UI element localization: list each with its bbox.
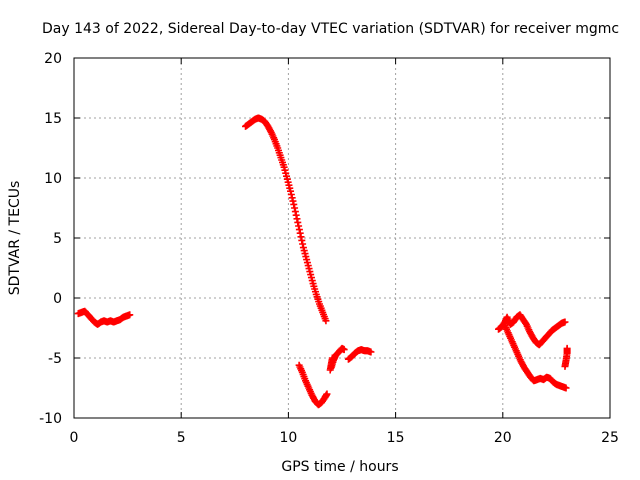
y-tick-label: 15 [44,111,62,127]
x-tick-label: 10 [279,430,297,446]
chart-title: Day 143 of 2022, Sidereal Day-to-day VTE… [42,21,619,37]
series-arc-5 [344,346,375,363]
data-point [367,348,375,356]
data-point [126,311,134,319]
y-tick-label: 5 [53,231,62,247]
data-point [295,222,303,230]
data-point [289,197,297,205]
x-tick-label: 20 [494,430,512,446]
x-tick-label: 25 [601,430,619,446]
data-point [287,191,295,198]
y-tick-label: 10 [44,171,62,187]
y-tick-label: -5 [48,351,62,367]
series-arc-2 [242,114,330,325]
data-point [291,204,299,212]
data-point [294,218,302,226]
data-point [298,236,306,244]
data-point [295,226,303,234]
plot-frame [73,57,611,419]
data-point [323,390,331,398]
series-arc-7 [501,322,570,392]
series-arc-6 [495,311,569,349]
y-tick-label: 0 [53,291,62,307]
data-point [291,208,299,216]
data-point [287,187,295,195]
x-tick-labels: 0 5 10 15 20 25 [70,430,619,446]
y-axis-label: SDTVAR / TECUs [7,181,23,296]
series-arc-3 [295,361,331,409]
data-point [293,215,301,223]
y-tick-label: -10 [39,411,62,427]
x-tick-label: 0 [70,430,79,446]
data-points [74,114,571,409]
grid [74,58,610,418]
data-point [297,233,305,241]
data-point [562,384,570,392]
y-tick-label: 20 [44,51,62,67]
data-point [561,318,569,326]
data-point [292,211,300,219]
data-point [328,354,336,362]
y-tick-labels: -10 -5 0 5 10 15 20 [39,51,62,427]
x-axis-label: GPS time / hours [281,459,398,475]
data-point [563,344,571,352]
data-point [290,200,298,208]
series-arc-1 [74,307,134,328]
x-tick-label: 5 [177,430,186,446]
x-tick-label: 15 [387,430,405,446]
data-point [296,229,304,237]
data-point [299,240,307,248]
data-point [288,194,296,202]
data-point [322,317,330,325]
data-point [340,346,348,354]
series-arc-9 [326,354,336,374]
series-arc-8 [561,344,571,370]
